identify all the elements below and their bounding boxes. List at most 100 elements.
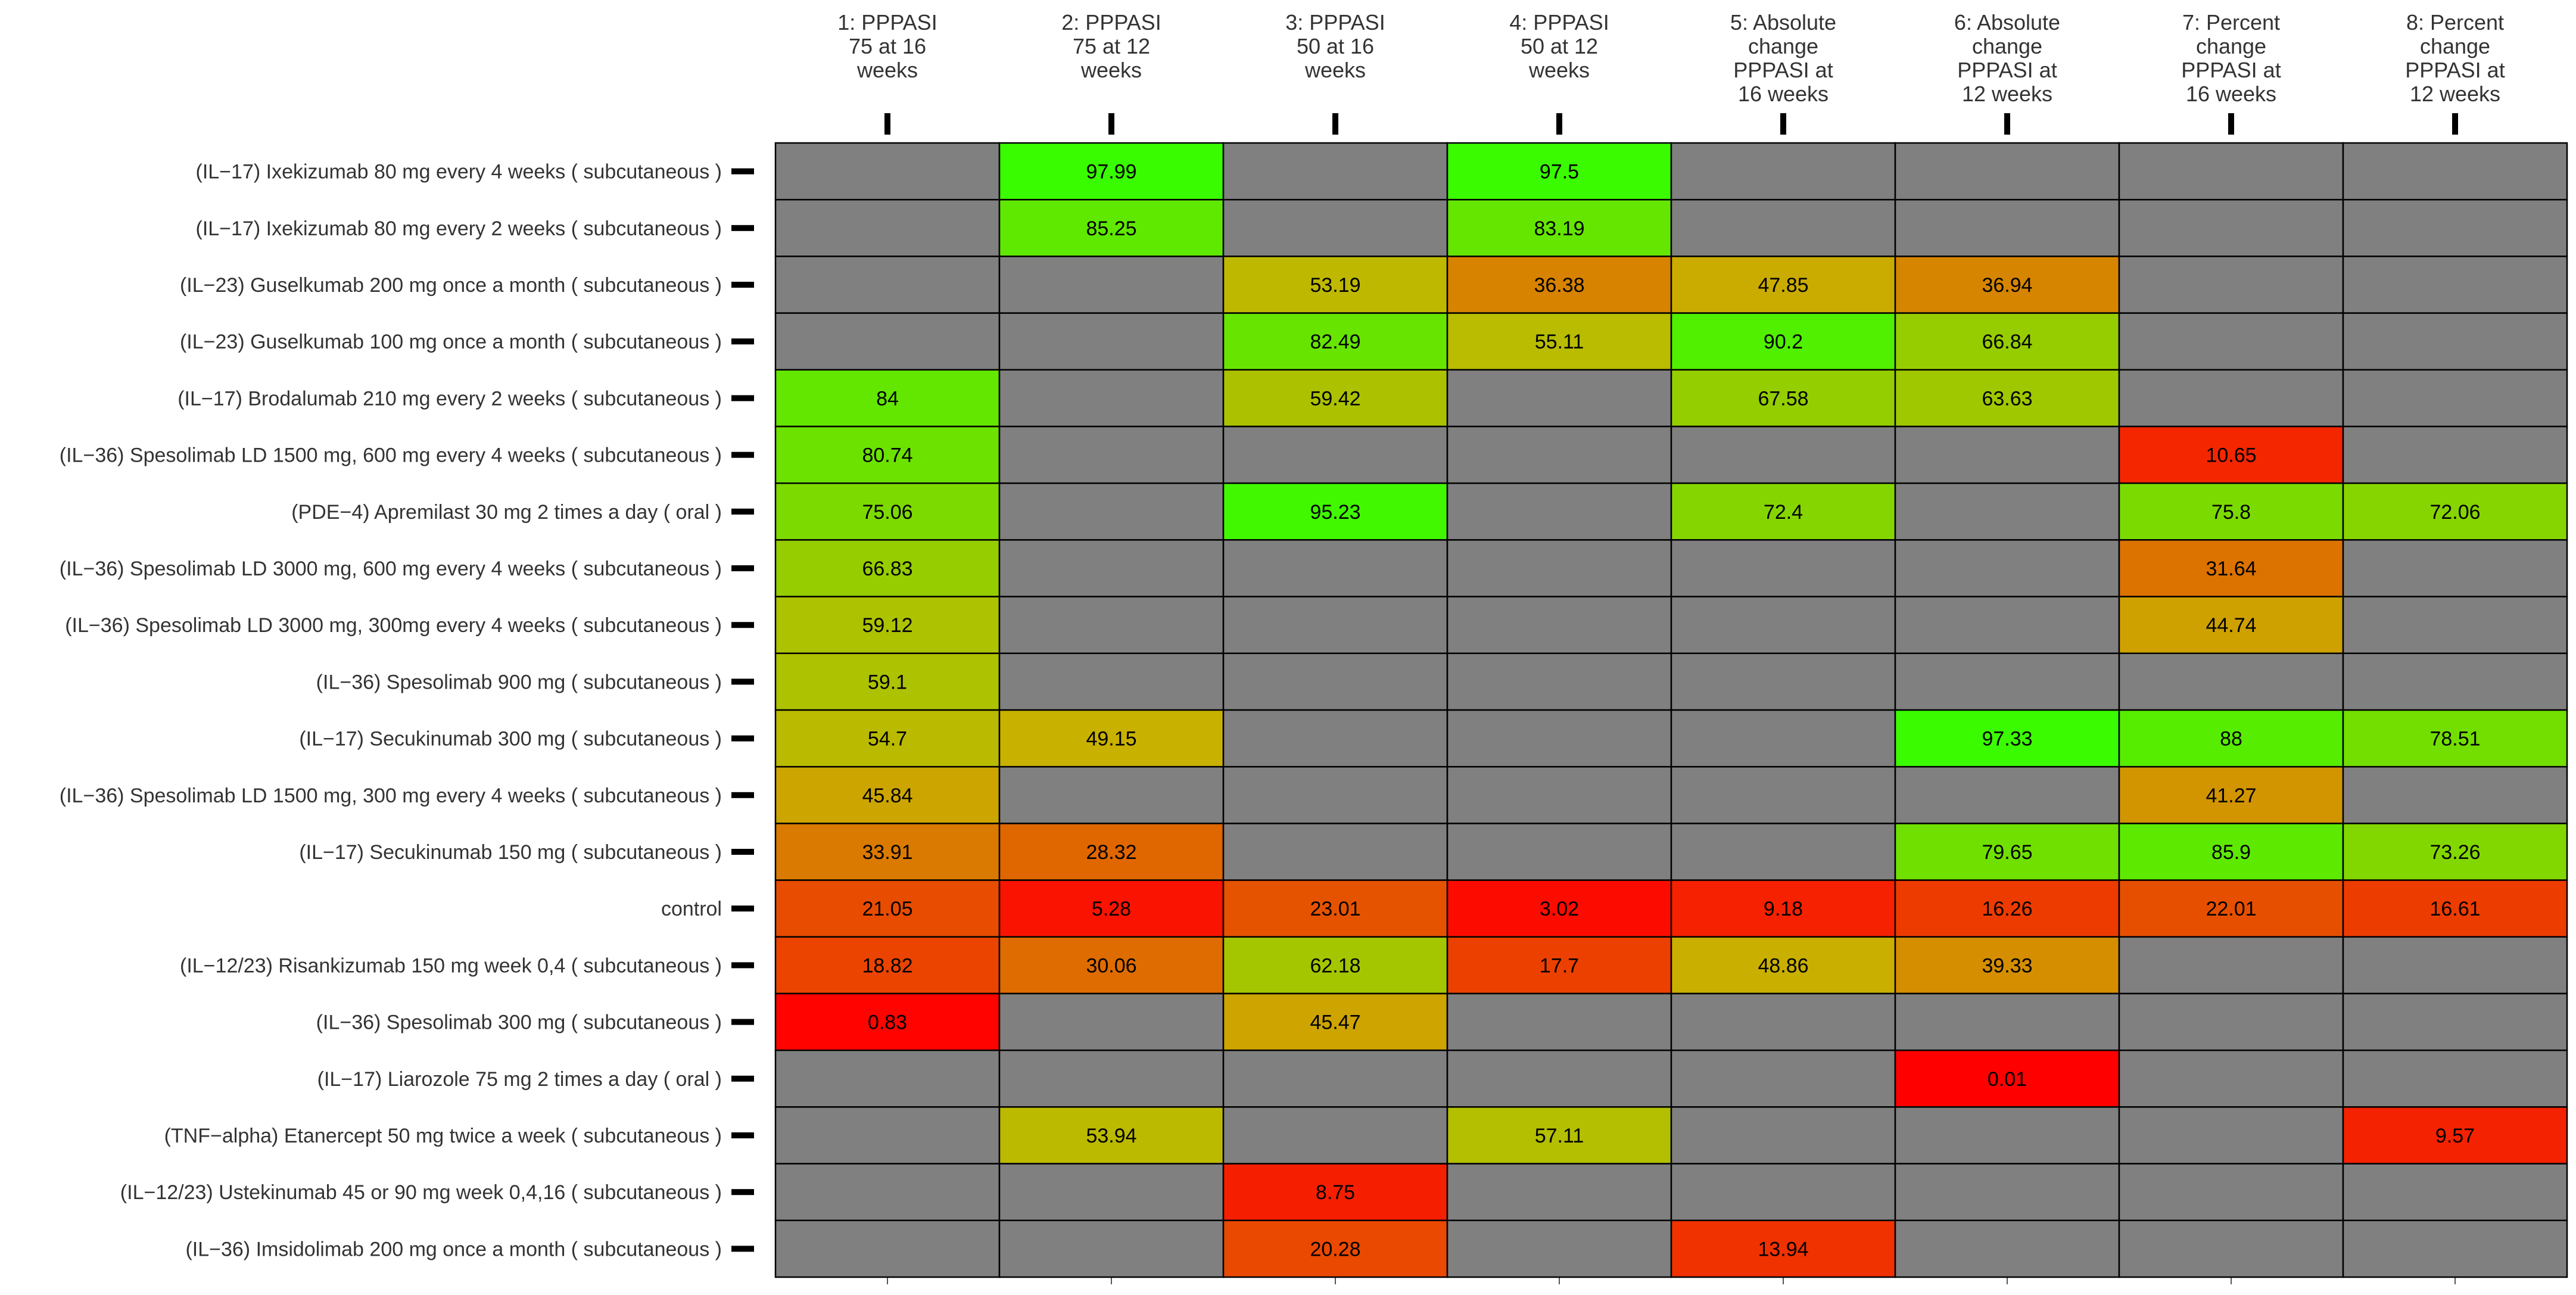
heatmap-cell: [2342, 539, 2568, 597]
column-tick: [1108, 113, 1114, 135]
row-label: (IL−17) Secukinumab 300 mg ( subcutaneou…: [299, 728, 722, 751]
heatmap-cell: [2342, 142, 2568, 201]
heatmap-cell: [998, 1049, 1225, 1108]
cell-value-label: 5.28: [1092, 898, 1131, 920]
heatmap-cell: [2118, 142, 2344, 201]
cell-value-label: 3.02: [1540, 898, 1579, 920]
heatmap-cell: [998, 539, 1225, 597]
heatmap-cell: [1894, 709, 2120, 768]
heatmap-cell: [2118, 1163, 2344, 1222]
heatmap-cell: [1222, 425, 1449, 484]
heatmap-cell: [2342, 992, 2568, 1051]
column-header: 1: PPPASI 75 at 16 weeks: [837, 10, 937, 82]
row-label: (IL−12/23) Risankizumab 150 mg week 0,4 …: [180, 954, 722, 977]
heatmap-cell: [2342, 369, 2568, 428]
row-label: (IL−17) Ixekizumab 80 mg every 4 weeks (…: [196, 161, 722, 183]
cell-value-label: 97.33: [1982, 728, 2032, 751]
heatmap-cell: [1446, 765, 1672, 824]
cell-value-label: 39.33: [1982, 954, 2032, 977]
heatmap-cell: [998, 652, 1225, 711]
row-tick: [731, 1019, 754, 1025]
heatmap-cell: [1894, 1106, 2120, 1165]
heatmap-cell: [1894, 823, 2120, 881]
cell-value-label: 21.05: [862, 898, 912, 920]
heatmap-cell: [2118, 823, 2344, 881]
heatmap-cell: [2342, 596, 2568, 655]
cell-value-label: 72.4: [1764, 501, 1803, 524]
cell-value-label: 78.51: [2429, 728, 2480, 751]
heatmap-cell: [998, 482, 1225, 541]
cell-value-label: 17.7: [1540, 954, 1579, 977]
heatmap-cell: [1222, 1219, 1449, 1278]
heatmap-cell: [1670, 539, 1896, 597]
heatmap-cell: [998, 198, 1225, 257]
heatmap-cell: [1894, 1219, 2120, 1278]
row-label: (IL−12/23) Ustekinumab 45 or 90 mg week …: [120, 1181, 722, 1204]
heatmap-cell: [1670, 425, 1896, 484]
cell-value-label: 66.83: [862, 558, 912, 580]
heatmap-cell: [2118, 652, 2344, 711]
heatmap-cell: [1670, 823, 1896, 881]
heatmap-cell: [1670, 652, 1896, 711]
heatmap-cell: [998, 425, 1225, 484]
cell-value-label: 36.94: [1982, 274, 2032, 297]
row-tick: [731, 452, 754, 458]
cell-value-label: 16.61: [2429, 898, 2480, 920]
cell-value-label: 59.42: [1310, 387, 1360, 410]
column-header: 5: Absolute change PPPASI at 16 weeks: [1730, 10, 1836, 106]
heatmap-cell: [1670, 765, 1896, 824]
heatmap-cell: [1446, 256, 1672, 314]
heatmap-cell: [1446, 1049, 1672, 1108]
row-label: (IL−23) Guselkumab 200 mg once a month (…: [180, 274, 722, 297]
row-tick: [731, 565, 754, 571]
heatmap-cell: [2118, 1106, 2344, 1165]
row-tick: [731, 1246, 754, 1252]
cell-value-label: 75.8: [2211, 501, 2251, 524]
heatmap-cell: [998, 992, 1225, 1051]
row-tick: [731, 849, 754, 855]
row-tick: [731, 282, 754, 288]
column-tick: [1556, 113, 1562, 135]
heatmap-cell: [2342, 256, 2568, 314]
heatmap-cell: [1446, 992, 1672, 1051]
heatmap-cell: [1894, 652, 2120, 711]
column-tick: [2452, 113, 2458, 135]
heatmap-cell: [1670, 709, 1896, 768]
heatmap-cell: [1222, 823, 1449, 881]
heatmap-cell: [1222, 198, 1449, 257]
row-tick: [731, 1075, 754, 1082]
cell-value-label: 48.86: [1758, 954, 1808, 977]
heatmap-cell: [2342, 198, 2568, 257]
cell-value-label: 23.01: [1310, 898, 1360, 920]
heatmap-cell: [2118, 992, 2344, 1051]
row-label: (PDE−4) Apremilast 30 mg 2 times a day (…: [291, 501, 722, 524]
heatmap-cell: [1894, 142, 2120, 201]
heatmap-cell: [1894, 879, 2120, 938]
heatmap-cell: [1670, 1163, 1896, 1222]
heatmap-cell: [998, 879, 1225, 938]
heatmap-cell: [1670, 198, 1896, 257]
cell-value-label: 95.23: [1310, 501, 1360, 524]
cell-value-label: 54.7: [868, 728, 907, 751]
cell-value-label: 59.1: [868, 671, 907, 693]
row-tick: [731, 962, 754, 969]
heatmap-cell: [1894, 992, 2120, 1051]
cell-value-label: 20.28: [1310, 1238, 1360, 1260]
heatmap-cell: [1446, 823, 1672, 881]
column-header: 3: PPPASI 50 at 16 weeks: [1285, 10, 1385, 82]
heatmap-cell: [2118, 425, 2344, 484]
heatmap-cell: [2118, 256, 2344, 314]
row-tick: [731, 508, 754, 515]
row-label: (IL−36) Spesolimab LD 3000 mg, 600 mg ev…: [60, 558, 722, 580]
heatmap-cell: [1446, 1219, 1672, 1278]
row-label: (IL−17) Liarozole 75 mg 2 times a day ( …: [317, 1068, 722, 1091]
cell-value-label: 16.26: [1982, 898, 2032, 920]
heatmap-cell: [1222, 765, 1449, 824]
heatmap-cell: [2342, 425, 2568, 484]
cell-value-label: 73.26: [2429, 841, 2480, 864]
heatmap-cell: [1670, 596, 1896, 655]
heatmap-cell: [1894, 539, 2120, 597]
cell-value-label: 31.64: [2206, 558, 2256, 580]
row-label: (IL−36) Spesolimab LD 1500 mg, 600 mg ev…: [60, 444, 722, 467]
heatmap-cell: [1894, 1049, 2120, 1108]
